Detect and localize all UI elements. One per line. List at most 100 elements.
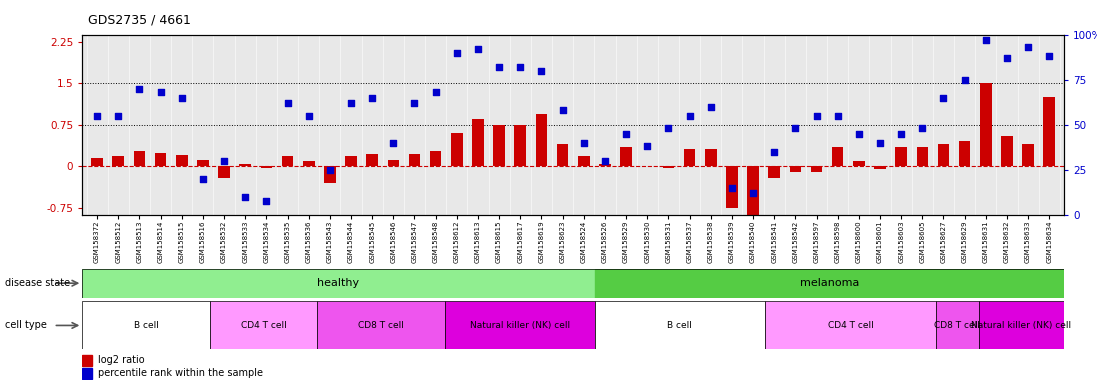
- Point: [110, 113, 127, 119]
- Point: [723, 185, 740, 191]
- Bar: [430, 151, 441, 166]
- Point: [1040, 53, 1058, 59]
- Point: [173, 95, 191, 101]
- Point: [342, 100, 360, 106]
- Bar: [557, 144, 568, 166]
- Text: Natural killer (NK) cell: Natural killer (NK) cell: [470, 321, 569, 330]
- Text: GDS2735 / 4661: GDS2735 / 4661: [88, 13, 191, 26]
- Bar: [82, 301, 211, 349]
- Bar: [176, 156, 188, 166]
- Bar: [620, 147, 632, 166]
- Bar: [938, 144, 949, 166]
- Point: [596, 158, 613, 164]
- Point: [385, 140, 403, 146]
- Point: [871, 140, 889, 146]
- Bar: [303, 161, 315, 166]
- Point: [554, 107, 572, 113]
- Bar: [409, 154, 420, 166]
- Point: [575, 140, 592, 146]
- Bar: [155, 152, 167, 166]
- Text: percentile rank within the sample: percentile rank within the sample: [98, 368, 262, 378]
- Point: [659, 125, 677, 131]
- Bar: [82, 368, 92, 379]
- Bar: [916, 147, 928, 166]
- Bar: [853, 161, 864, 166]
- Text: CD8 T cell: CD8 T cell: [358, 321, 404, 330]
- Point: [89, 113, 106, 119]
- Bar: [683, 149, 695, 166]
- Bar: [134, 151, 145, 166]
- Bar: [218, 166, 230, 177]
- Text: CD4 T cell: CD4 T cell: [828, 321, 873, 330]
- Bar: [317, 301, 445, 349]
- Bar: [451, 133, 463, 166]
- Point: [744, 190, 761, 197]
- Point: [151, 89, 169, 95]
- Bar: [811, 166, 823, 172]
- Bar: [832, 147, 844, 166]
- Point: [406, 100, 423, 106]
- Bar: [1002, 136, 1013, 166]
- Point: [511, 64, 529, 70]
- Bar: [211, 301, 317, 349]
- Point: [258, 197, 275, 204]
- Point: [998, 55, 1016, 61]
- Point: [279, 100, 296, 106]
- Point: [766, 149, 783, 155]
- Point: [829, 113, 847, 119]
- Point: [321, 167, 339, 173]
- Bar: [1043, 97, 1055, 166]
- Point: [787, 125, 804, 131]
- Bar: [705, 149, 716, 166]
- Bar: [595, 301, 766, 349]
- Point: [448, 50, 465, 56]
- Point: [807, 113, 825, 119]
- Text: log2 ratio: log2 ratio: [98, 355, 145, 365]
- Point: [490, 64, 508, 70]
- Bar: [599, 164, 611, 166]
- Text: CD8 T cell: CD8 T cell: [935, 321, 981, 330]
- Point: [363, 95, 381, 101]
- Point: [299, 113, 317, 119]
- Text: disease state: disease state: [5, 278, 70, 288]
- Bar: [959, 141, 971, 166]
- Point: [850, 131, 868, 137]
- Bar: [239, 164, 251, 166]
- Bar: [895, 147, 907, 166]
- Bar: [82, 269, 595, 298]
- Bar: [91, 158, 103, 166]
- Point: [427, 89, 444, 95]
- Bar: [197, 160, 208, 166]
- Point: [194, 176, 212, 182]
- Bar: [790, 166, 801, 172]
- Point: [892, 131, 909, 137]
- Bar: [282, 156, 293, 166]
- Bar: [261, 166, 272, 167]
- Bar: [663, 166, 675, 167]
- Bar: [980, 83, 992, 166]
- Point: [681, 113, 699, 119]
- Text: healthy: healthy: [317, 278, 360, 288]
- Point: [638, 143, 656, 149]
- Point: [702, 104, 720, 110]
- Point: [1019, 44, 1037, 50]
- Text: Natural killer (NK) cell: Natural killer (NK) cell: [971, 321, 1072, 330]
- Point: [533, 68, 551, 74]
- Bar: [514, 125, 527, 166]
- Point: [237, 194, 255, 200]
- Bar: [366, 154, 378, 166]
- Bar: [936, 301, 979, 349]
- Bar: [595, 269, 1064, 298]
- Bar: [346, 156, 357, 166]
- Bar: [112, 156, 124, 166]
- Bar: [82, 355, 92, 366]
- Bar: [874, 166, 885, 169]
- Bar: [1022, 144, 1034, 166]
- Text: B cell: B cell: [134, 321, 159, 330]
- Bar: [324, 166, 336, 183]
- Bar: [535, 114, 547, 166]
- Point: [955, 77, 973, 83]
- Bar: [766, 301, 936, 349]
- Point: [914, 125, 931, 131]
- Bar: [472, 119, 484, 166]
